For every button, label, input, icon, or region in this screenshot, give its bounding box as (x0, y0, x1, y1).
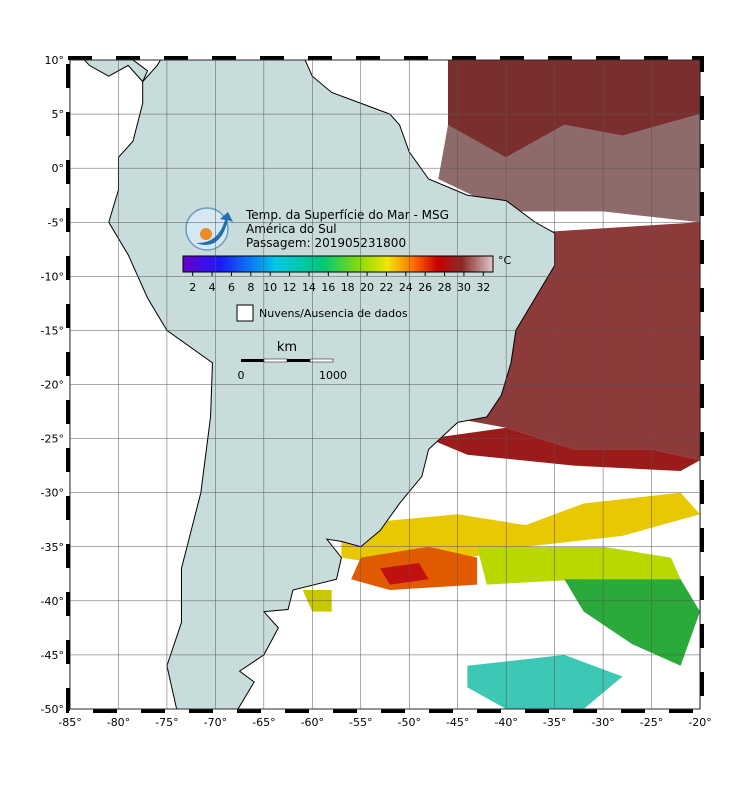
colorbar-tick-label: 8 (247, 281, 254, 294)
y-tick-label: -20° (41, 379, 64, 392)
colorbar-tick-label: 24 (399, 281, 413, 294)
colorbar-tick-label: 4 (209, 281, 216, 294)
x-tick-label: -30° (591, 716, 614, 729)
x-tick-label: -55° (349, 716, 372, 729)
y-tick-label: -50° (41, 703, 64, 716)
y-tick-label: -35° (41, 541, 64, 554)
colorbar-unit: °C (498, 254, 512, 267)
colorbar-tick-label: 12 (283, 281, 297, 294)
x-tick-label: -35° (543, 716, 566, 729)
x-tick-label: -80° (107, 716, 130, 729)
sst-patch (448, 60, 700, 158)
logo (185, 207, 233, 251)
colorbar-tick-label: 16 (321, 281, 335, 294)
scale-unit: km (277, 340, 297, 355)
y-tick-label: 10° (45, 54, 65, 67)
x-tick-label: -45° (446, 716, 469, 729)
colorbar-tick-label: 18 (341, 281, 355, 294)
legend-swatch (236, 304, 254, 322)
colorbar-tick-label: 22 (379, 281, 393, 294)
colorbar-tick-label: 28 (438, 281, 452, 294)
y-tick-label: -5° (48, 216, 64, 229)
subtitle-line: América do Sul (246, 222, 337, 236)
colorbar-tick-label: 14 (302, 281, 316, 294)
colorbar-tick-label: 2 (189, 281, 196, 294)
y-tick-label: -45° (41, 649, 64, 662)
y-tick-label: 5° (52, 108, 65, 121)
colorbar-tick-label: 30 (457, 281, 471, 294)
y-tick-label: 0° (52, 162, 65, 175)
colorbar-tick-label: 32 (476, 281, 490, 294)
scale-bar (241, 358, 334, 363)
pass-line: Passagem: 201905231800 (246, 236, 406, 250)
x-tick-label: -85° (58, 716, 81, 729)
sst-patch (448, 222, 700, 461)
x-tick-label: -40° (494, 716, 517, 729)
x-tick-label: -70° (204, 716, 227, 729)
y-tick-label: -15° (41, 324, 64, 337)
x-tick-label: -60° (301, 716, 324, 729)
map-border (66, 56, 704, 713)
title-line: Temp. da Superfície do Mar - MSG (245, 208, 449, 222)
y-tick-label: -10° (41, 270, 64, 283)
colorbar (182, 255, 494, 273)
sst-patch (477, 546, 681, 585)
y-tick-label: -30° (41, 487, 64, 500)
x-tick-label: -75° (155, 716, 178, 729)
scale-label: 0 (238, 369, 245, 382)
x-tick-label: -50° (397, 716, 420, 729)
colorbar-tick-label: 20 (360, 281, 374, 294)
y-tick-label: -25° (41, 433, 64, 446)
x-tick-label: -65° (252, 716, 275, 729)
x-tick-label: -25° (640, 716, 663, 729)
y-tick-label: -40° (41, 595, 64, 608)
x-tick-label: -20° (688, 716, 711, 729)
sst-patch (380, 562, 429, 585)
continent (83, 60, 149, 83)
colorbar-tick-label: 26 (418, 281, 432, 294)
colorbar-tick-label: 10 (263, 281, 277, 294)
scale-label: 1000 (319, 369, 347, 382)
legend-text: Nuvens/Ausencia de dados (259, 307, 408, 320)
colorbar-tick-label: 6 (228, 281, 235, 294)
